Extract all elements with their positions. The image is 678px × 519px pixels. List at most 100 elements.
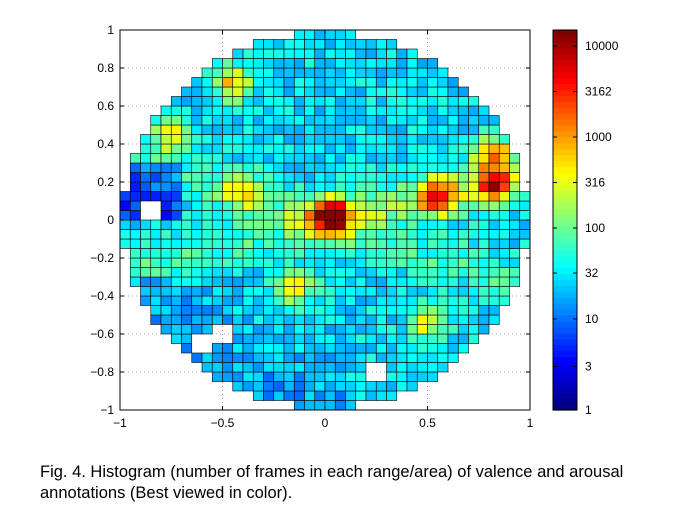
heatmap-cell — [129, 210, 141, 221]
heatmap-cell — [334, 248, 346, 259]
heatmap-cell — [170, 314, 182, 325]
heatmap-cell — [283, 343, 295, 354]
heatmap-cell — [365, 124, 377, 135]
heatmap-cell — [314, 267, 326, 278]
heatmap-cell — [427, 352, 439, 363]
heatmap-cell — [468, 124, 480, 135]
heatmap-cell — [396, 134, 408, 145]
heatmap-cell — [293, 77, 305, 88]
heatmap-cell — [406, 105, 418, 116]
heatmap-cell — [447, 238, 459, 249]
heatmap-cell — [386, 219, 398, 230]
heatmap-cell — [334, 67, 346, 78]
heatmap-cell — [191, 229, 203, 240]
heatmap-cell — [252, 153, 264, 164]
heatmap-cell — [324, 248, 336, 259]
heatmap-cell — [314, 134, 326, 145]
heatmap-cell — [324, 200, 336, 211]
heatmap-cell — [427, 333, 439, 344]
heatmap-cell — [437, 153, 449, 164]
heatmap-cell — [201, 162, 213, 173]
heatmap-cell — [386, 153, 398, 164]
heatmap-cell — [283, 105, 295, 116]
heatmap-cell — [488, 219, 500, 230]
heatmap-cell — [509, 210, 521, 221]
heatmap-cell — [263, 96, 275, 107]
heatmap-cell — [457, 219, 469, 230]
heatmap-cell — [201, 172, 213, 183]
heatmap-cell — [191, 124, 203, 135]
heatmap-cell — [324, 229, 336, 240]
heatmap-cell — [375, 219, 387, 230]
heatmap-cell — [427, 314, 439, 325]
heatmap-cell — [304, 324, 316, 335]
heatmap-cell — [222, 314, 234, 325]
heatmap-cell — [437, 314, 449, 325]
heatmap-cell — [375, 229, 387, 240]
heatmap-cell — [150, 267, 162, 278]
heatmap-cell — [263, 210, 275, 221]
heatmap-cell — [498, 248, 510, 259]
heatmap-cell — [324, 343, 336, 354]
heatmap-cell — [334, 210, 346, 221]
heatmap-cell — [406, 200, 418, 211]
colorbar-segment — [553, 214, 577, 221]
heatmap-cell — [457, 238, 469, 249]
colorbar-segment — [553, 392, 577, 399]
heatmap-cell — [273, 191, 285, 202]
heatmap-cell — [447, 181, 459, 192]
heatmap-cell — [427, 143, 439, 154]
heatmap-cell — [488, 305, 500, 316]
heatmap-cell — [170, 200, 182, 211]
colorbar-segment — [553, 374, 577, 381]
heatmap-cell — [427, 77, 439, 88]
heatmap-cell — [293, 400, 305, 411]
heatmap-cell — [386, 257, 398, 268]
heatmap-cell — [191, 267, 203, 278]
heatmap-cell — [242, 362, 254, 373]
heatmap-cell — [396, 219, 408, 230]
heatmap-cell — [252, 381, 264, 392]
heatmap-cell — [324, 48, 336, 59]
heatmap-cell — [170, 172, 182, 183]
heatmap-cell — [334, 229, 346, 240]
heatmap-cell — [478, 200, 490, 211]
heatmap-cell — [222, 238, 234, 249]
heatmap-cell — [345, 58, 357, 69]
heatmap-cell — [293, 295, 305, 306]
heatmap-cell — [232, 200, 244, 211]
heatmap-cell — [457, 276, 469, 287]
heatmap-cell — [211, 200, 223, 211]
heatmap-cell — [191, 86, 203, 97]
heatmap-cell — [457, 200, 469, 211]
heatmap-cell — [386, 191, 398, 202]
heatmap-cell — [396, 86, 408, 97]
heatmap-cell — [129, 181, 141, 192]
heatmap-cell — [293, 371, 305, 382]
heatmap-cell — [273, 248, 285, 259]
heatmap-cell — [406, 210, 418, 221]
heatmap-cell — [222, 248, 234, 259]
heatmap-cell — [334, 48, 346, 59]
heatmap-cell — [273, 153, 285, 164]
heatmap-cell — [478, 115, 490, 126]
heatmap-cell — [191, 172, 203, 183]
heatmap-cell — [437, 67, 449, 78]
heatmap-cell — [160, 286, 172, 297]
heatmap-cell — [375, 124, 387, 135]
heatmap-cell — [478, 267, 490, 278]
heatmap-cell — [355, 172, 367, 183]
heatmap-cell — [222, 257, 234, 268]
heatmap-cell — [375, 191, 387, 202]
heatmap-cell — [345, 257, 357, 268]
heatmap-cell — [334, 286, 346, 297]
colorbar-segment — [553, 125, 577, 132]
heatmap-cell — [222, 134, 234, 145]
heatmap-cell — [375, 105, 387, 116]
heatmap-cell — [478, 191, 490, 202]
heatmap-cell — [252, 333, 264, 344]
heatmap-cell — [396, 124, 408, 135]
heatmap-cell — [375, 39, 387, 50]
heatmap-cell — [191, 77, 203, 88]
heatmap-cell — [478, 276, 490, 287]
